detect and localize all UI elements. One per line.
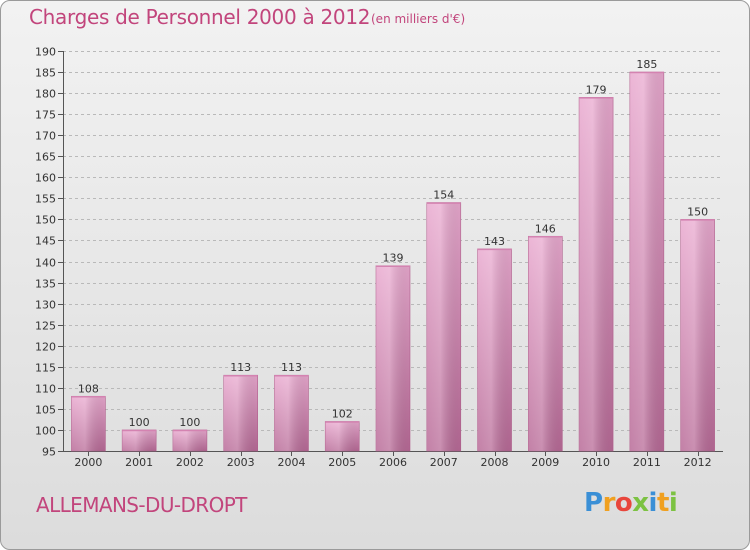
x-tick-label: 2003 [227,456,255,469]
commune-name: ALLEMANS-DU-DROPT [36,493,247,517]
value-label: 100 [179,416,200,429]
proxiti-logo: Proxiti [584,488,678,518]
x-tick-label: 2010 [582,456,610,469]
bar-shine [172,429,207,451]
logo-letter: P [584,488,603,518]
y-tick-label: 115 [35,362,56,375]
y-tick-label: 110 [35,383,56,396]
chart-title: Charges de Personnel 2000 à 2012 [29,5,371,29]
y-tick-label: 155 [35,193,56,206]
y-tick-label: 170 [35,130,56,143]
x-tick-label: 2002 [176,456,204,469]
y-tick-label: 100 [35,425,56,438]
axes: 95 100 105 110 115 120 125 130 135 140 145 150 155 16… [35,46,723,469]
y-tick-label: 160 [35,172,56,185]
bar-shine [528,236,563,451]
logo-letter: t [656,488,669,518]
y-tick-label: 150 [35,214,56,227]
y-tick-label: 105 [35,404,56,417]
value-label: 102 [332,408,353,421]
y-tick-label: 145 [35,235,56,248]
value-label: 113 [230,361,251,374]
value-label: 154 [433,189,454,202]
bar-shine [477,248,512,451]
bar-shine [376,265,410,451]
value-label: 146 [535,222,556,235]
bar-shine [325,421,360,451]
y-tick-label: 95 [42,446,56,459]
value-label: 185 [636,58,657,71]
logo-letter: r [602,488,616,518]
x-tick-label: 2007 [430,456,458,469]
x-tick-label: 2004 [277,456,305,469]
bar-shine [274,375,309,451]
value-label: 179 [586,83,607,96]
y-tick-label: 140 [35,257,56,270]
y-tick-label: 135 [35,278,56,291]
logo-letter: x [632,488,649,518]
value-labels: 108 100 100 113 113 102 139 154 143 146 179 185 150 [78,58,708,429]
bars [71,71,715,452]
y-tick-label: 175 [35,109,56,122]
logo-letter: i [648,488,658,518]
logo-letter: i [668,488,678,518]
bar-shine [71,396,106,451]
bar-shine [122,429,157,451]
value-label: 100 [129,416,150,429]
bar-shine [680,219,715,451]
x-tick-label: 2001 [125,456,153,469]
x-tick-label: 2000 [74,456,102,469]
y-tick-label: 185 [35,67,56,80]
x-tick-label: 2005 [328,456,356,469]
value-label: 113 [281,361,302,374]
y-tick-label: 125 [35,320,56,333]
bar-shine [223,375,258,451]
x-tick-label: 2006 [379,456,407,469]
x-tick-label: 2009 [531,456,559,469]
y-tick-label: 130 [35,299,56,312]
value-label: 108 [78,382,99,395]
bar-shine [629,72,664,451]
y-tick-label: 165 [35,151,56,164]
x-tick-label: 2012 [684,456,712,469]
x-tick-label: 2008 [481,456,509,469]
y-tick-label: 190 [35,46,56,59]
y-tick-label: 120 [35,341,56,354]
bar-shine [579,97,614,451]
y-tick-label: 180 [35,88,56,101]
x-tick-label: 2011 [633,456,661,469]
bar-shine [426,202,461,451]
value-label: 143 [484,235,505,248]
value-label: 150 [687,205,708,218]
logo-letter: o [614,488,633,518]
chart-subtitle: (en milliers d'€) [371,12,466,26]
value-label: 139 [383,252,404,265]
